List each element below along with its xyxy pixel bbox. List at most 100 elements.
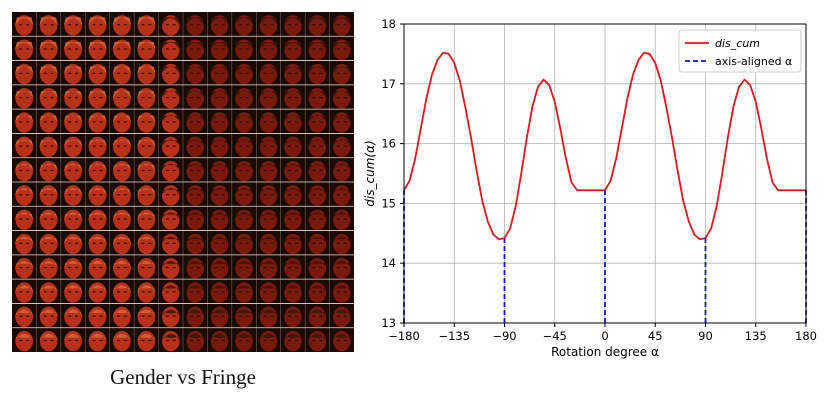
face-thumbnail-icon (109, 254, 135, 280)
face-thumbnail-icon (60, 254, 86, 280)
x-axis-label: Rotation degree α (551, 345, 659, 359)
face-thumbnail-icon (183, 327, 208, 352)
face-thumbnail-icon (207, 206, 232, 231)
face-thumbnail-icon (158, 133, 183, 158)
face-thumbnail-icon (305, 230, 330, 255)
face-thumbnail-icon (158, 36, 183, 61)
face-thumbnail-icon (85, 157, 110, 182)
y-tick-label: 17 (381, 77, 396, 91)
face-thumbnail-icon (231, 12, 257, 37)
face-thumbnail-icon (305, 60, 330, 85)
face-thumbnail-icon (109, 182, 135, 207)
y-axis-label: dis_cum(α) (363, 140, 377, 206)
face-thumbnail-icon (329, 230, 354, 255)
face-thumbnail-icon (305, 36, 330, 61)
face-thumbnail-icon (12, 206, 37, 231)
face-thumbnail-icon (36, 60, 61, 85)
face-thumbnail-icon (280, 36, 306, 61)
face-thumbnail-icon (60, 303, 86, 328)
face-thumbnail-icon (134, 327, 159, 352)
face-thumbnail-icon (329, 182, 354, 207)
face-thumbnail-icon (231, 36, 257, 61)
face-thumbnail-icon (134, 279, 159, 304)
y-tick-label: 16 (381, 137, 396, 151)
face-thumbnail-icon (158, 206, 183, 231)
face-thumbnail-icon (85, 109, 110, 134)
x-tick-label: −135 (438, 329, 470, 343)
x-tick-label: 135 (745, 329, 767, 343)
face-thumbnail-icon (134, 230, 159, 255)
face-thumbnail-icon (85, 182, 110, 207)
face-thumbnail-icon (329, 60, 354, 85)
legend-box (678, 29, 802, 73)
chart-ticks: −180 −135 −90 −45 0 45 90 135 180 13 14 15 16 17 18 (381, 17, 817, 343)
face-thumbnail-icon (305, 254, 330, 280)
face-thumbnail-icon (134, 60, 159, 85)
face-thumbnail-icon (231, 230, 257, 255)
face-thumbnail-icon (109, 36, 135, 61)
face-thumbnail-icon (183, 60, 208, 85)
face-thumbnail-icon (183, 133, 208, 158)
face-thumbnail-icon (329, 12, 354, 37)
face-thumbnail-icon (36, 327, 61, 352)
face-thumbnail-icon (256, 182, 281, 207)
face-thumbnail-icon (329, 279, 354, 304)
face-thumbnail-icon (305, 157, 330, 182)
face-thumbnail-icon (231, 327, 257, 352)
face-thumbnail-icon (305, 303, 330, 328)
face-thumbnail-icon (60, 60, 86, 85)
face-thumbnail-icon (60, 327, 86, 352)
face-thumbnail-icon (85, 279, 110, 304)
face-thumbnail-icon (85, 327, 110, 352)
face-thumbnail-icon (183, 279, 208, 304)
figure-caption: Gender vs Fringe (110, 365, 256, 389)
legend-label-axis-aligned: axis-aligned α (715, 55, 792, 68)
face-thumbnail-icon (158, 182, 183, 207)
face-thumbnail-icon (256, 157, 281, 182)
face-thumbnail-icon (183, 182, 208, 207)
face-thumbnail-icon (134, 109, 159, 134)
face-thumbnail-icon (109, 303, 135, 328)
face-thumbnail-icon (280, 303, 306, 328)
face-thumbnail-icon (256, 206, 281, 231)
face-thumbnail-icon (305, 12, 330, 37)
x-tick-label: 45 (648, 329, 663, 343)
face-thumbnail-icon (36, 303, 61, 328)
face-thumbnail-icon (280, 133, 306, 158)
face-thumbnail-icon (231, 109, 257, 134)
face-thumbnail-icon (36, 133, 61, 158)
x-tick-label: 90 (698, 329, 713, 343)
face-thumbnail-icon (256, 109, 281, 134)
face-thumbnail-icon (158, 109, 183, 134)
face-thumbnail-icon (60, 133, 86, 158)
x-tick-label: −45 (543, 329, 567, 343)
face-thumbnail-icon (109, 60, 135, 85)
face-thumbnail-icon (36, 157, 61, 182)
face-thumbnail-icon (280, 84, 306, 110)
face-thumbnail-icon (158, 303, 183, 328)
face-thumbnail-icon (207, 84, 232, 110)
face-thumbnail-icon (256, 279, 281, 304)
face-thumbnail-icon (305, 182, 330, 207)
face-thumbnail-icon (256, 84, 281, 110)
face-thumbnail-icon (109, 230, 135, 255)
face-thumbnail-icon (256, 327, 281, 352)
face-thumbnail-icon (134, 36, 159, 61)
face-thumbnail-icon (280, 279, 306, 304)
face-thumbnail-icon (305, 109, 330, 134)
face-thumbnail-icon (280, 109, 306, 134)
face-thumbnail-icon (12, 109, 37, 134)
face-thumbnail-icon (60, 157, 86, 182)
face-thumbnail-icon (36, 206, 61, 231)
face-thumbnail-icon (60, 36, 86, 61)
face-thumbnail-icon (280, 12, 306, 37)
face-thumbnail-icon (256, 36, 281, 61)
face-thumbnail-icon (183, 109, 208, 134)
face-thumbnail-icon (280, 60, 306, 85)
face-thumbnail-icon (12, 279, 37, 304)
face-thumbnail-icon (158, 254, 183, 280)
face-thumbnail-icon (305, 279, 330, 304)
face-thumbnail-icon (60, 230, 86, 255)
face-thumbnail-icon (329, 133, 354, 158)
face-thumbnail-icon (231, 254, 257, 280)
